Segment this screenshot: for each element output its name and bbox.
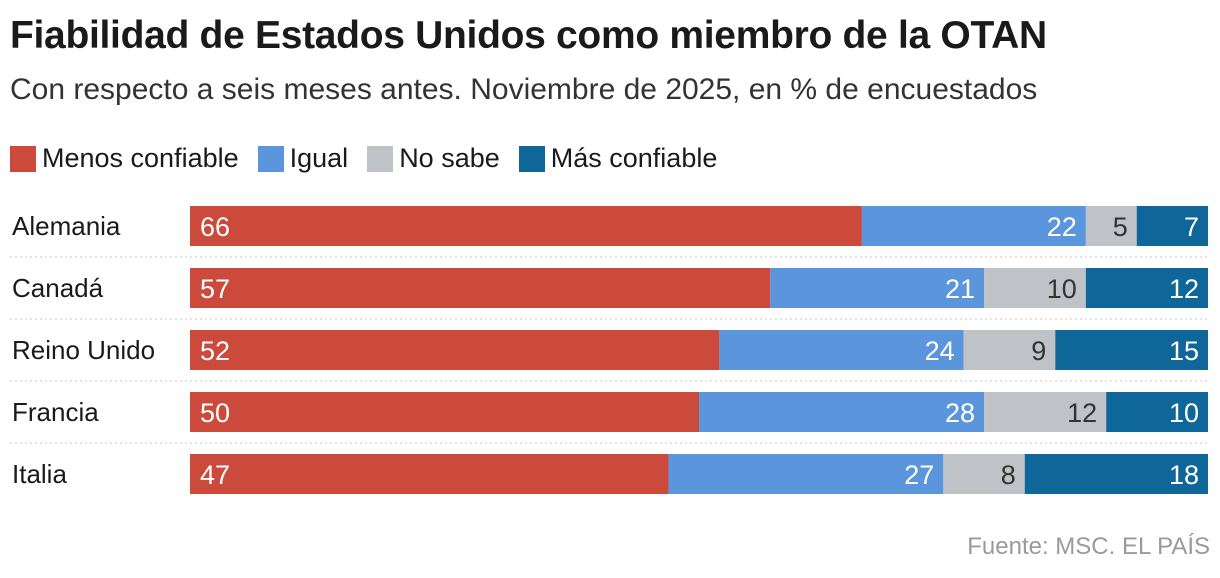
legend-label-mas-confiable: Más confiable bbox=[550, 143, 718, 173]
data-label-reino-unido-igual: 24 bbox=[925, 336, 955, 366]
data-label-francia-mas-confiable: 10 bbox=[1169, 398, 1199, 428]
legend-swatch-igual bbox=[257, 145, 284, 172]
data-label-italia-igual: 27 bbox=[904, 460, 934, 490]
legend-item-menos-confiable: Menos confiable bbox=[10, 143, 239, 174]
category-label-francia: Francia bbox=[12, 397, 99, 427]
data-label-italia-mas-confiable: 18 bbox=[1169, 460, 1199, 490]
data-label-alemania-no-sabe: 5 bbox=[1113, 212, 1128, 242]
category-label-canada: Canadá bbox=[12, 273, 104, 303]
bar-segment-reino-unido-menos-confiable bbox=[190, 330, 720, 370]
data-label-alemania-menos-confiable: 66 bbox=[200, 212, 230, 242]
bar-segment-canada-igual bbox=[770, 268, 985, 308]
bar-segment-francia-no-sabe bbox=[984, 392, 1107, 432]
bar-segment-reino-unido-igual bbox=[719, 330, 964, 370]
legend-item-mas-confiable: Más confiable bbox=[518, 143, 718, 174]
chart-subtitle: Con respecto a seis meses antes. Noviemb… bbox=[10, 73, 1038, 106]
bar-segment-reino-unido-no-sabe bbox=[963, 330, 1056, 370]
data-label-canada-no-sabe: 10 bbox=[1047, 274, 1077, 304]
bar-segment-alemania-no-sabe bbox=[1085, 206, 1137, 246]
data-label-alemania-mas-confiable: 7 bbox=[1184, 212, 1199, 242]
bar-segment-alemania-igual bbox=[861, 206, 1086, 246]
data-label-canada-igual: 21 bbox=[945, 274, 975, 304]
data-label-reino-unido-mas-confiable: 15 bbox=[1169, 336, 1199, 366]
data-label-alemania-igual: 22 bbox=[1047, 212, 1077, 242]
bar-segment-francia-mas-confiable bbox=[1106, 392, 1208, 432]
category-label-alemania: Alemania bbox=[12, 211, 121, 241]
bar-segment-canada-mas-confiable bbox=[1085, 268, 1208, 308]
bar-segment-alemania-mas-confiable bbox=[1136, 206, 1208, 246]
legend-item-igual: Igual bbox=[257, 143, 349, 174]
bar-segment-italia-menos-confiable bbox=[190, 454, 669, 494]
bar-segment-italia-mas-confiable bbox=[1024, 454, 1208, 494]
data-label-italia-menos-confiable: 47 bbox=[200, 460, 230, 490]
chart-title: Fiabilidad de Estados Unidos como miembr… bbox=[10, 14, 1047, 57]
bar-segment-italia-igual bbox=[668, 454, 944, 494]
legend-label-no-sabe: No sabe bbox=[399, 143, 500, 173]
bar-segment-francia-menos-confiable bbox=[190, 392, 699, 432]
bar-segment-canada-menos-confiable bbox=[190, 268, 771, 308]
legend-swatch-no-sabe bbox=[367, 145, 394, 172]
category-label-italia: Italia bbox=[12, 459, 67, 489]
bar-segment-francia-igual bbox=[699, 392, 985, 432]
legend-label-menos-confiable: Menos confiable bbox=[42, 143, 239, 173]
data-label-reino-unido-no-sabe: 9 bbox=[1031, 336, 1046, 366]
data-label-italia-no-sabe: 8 bbox=[1001, 460, 1016, 490]
source-note: Fuente: MSC. EL PAÍS bbox=[967, 533, 1210, 560]
bar-segment-italia-no-sabe bbox=[943, 454, 1025, 494]
category-label-reino-unido: Reino Unido bbox=[12, 335, 155, 365]
data-label-canada-menos-confiable: 57 bbox=[200, 274, 230, 304]
legend-item-no-sabe: No sabe bbox=[367, 143, 500, 174]
legend-label-igual: Igual bbox=[289, 143, 349, 173]
legend: Menos confiable Igual No sabe Más confia… bbox=[10, 143, 736, 174]
legend-swatch-menos-confiable bbox=[10, 145, 36, 172]
data-label-francia-menos-confiable: 50 bbox=[200, 398, 230, 428]
bar-segment-alemania-menos-confiable bbox=[190, 206, 862, 246]
data-label-francia-no-sabe: 12 bbox=[1067, 398, 1097, 428]
legend-swatch-mas-confiable bbox=[518, 145, 545, 172]
data-label-canada-mas-confiable: 12 bbox=[1169, 274, 1199, 304]
bar-segment-reino-unido-mas-confiable bbox=[1055, 330, 1208, 370]
data-label-reino-unido-menos-confiable: 52 bbox=[200, 336, 230, 366]
data-label-francia-igual: 28 bbox=[945, 398, 975, 428]
bar-segment-canada-no-sabe bbox=[984, 268, 1086, 308]
